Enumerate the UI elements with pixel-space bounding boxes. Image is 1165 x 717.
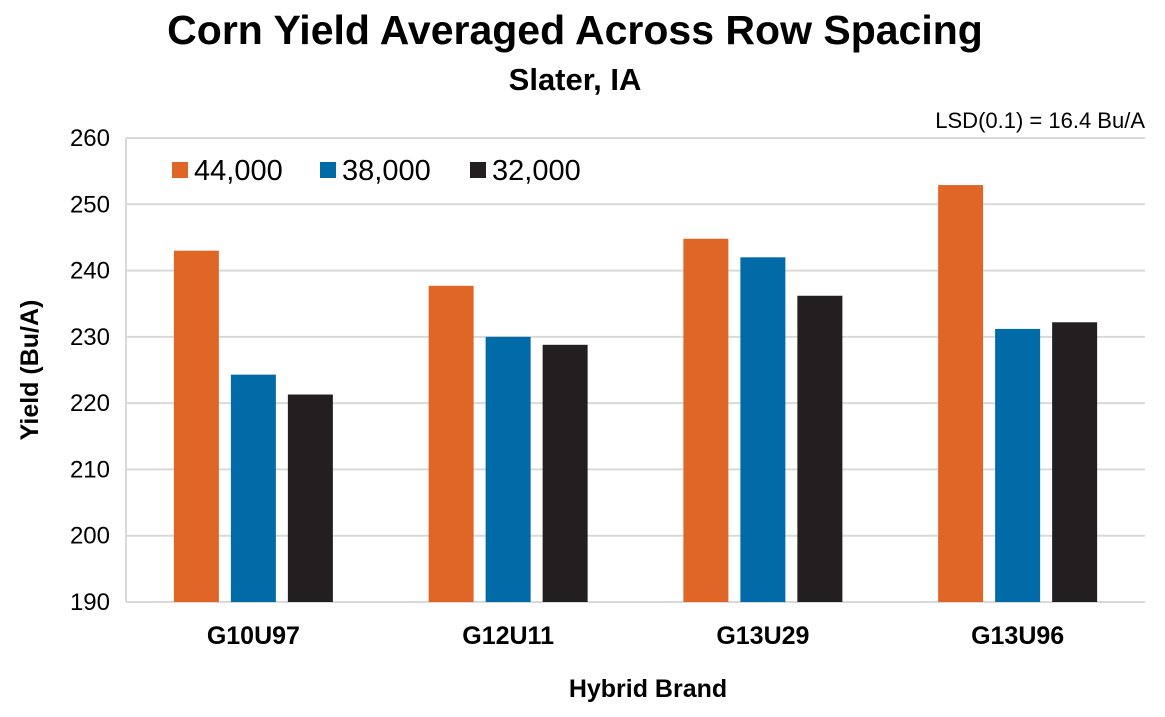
bar-G10U97-32,000 [287, 394, 333, 602]
legend-swatch [470, 162, 486, 178]
legend-label: 32,000 [492, 155, 581, 187]
bar-G10U97-38,000 [230, 374, 276, 602]
legend-label: 44,000 [194, 155, 283, 187]
lsd-annotation: LSD(0.1) = 16.4 Bu/A [935, 108, 1145, 133]
x-tick-label: G10U97 [207, 622, 300, 650]
bar-G12U11-32,000 [542, 344, 588, 602]
bar-G13U96-38,000 [995, 328, 1041, 602]
legend-label: 38,000 [342, 155, 431, 187]
legend-swatch [320, 162, 336, 178]
x-axis-label: Hybrid Brand [569, 675, 727, 703]
y-tick-label: 230 [70, 324, 110, 351]
y-tick-label: 260 [70, 125, 110, 152]
x-tick-label: G13U29 [716, 622, 809, 650]
y-tick-label: 220 [70, 390, 110, 417]
bar-G10U97-44,000 [173, 250, 219, 602]
y-tick-label: 190 [70, 589, 110, 616]
y-tick-label: 210 [70, 456, 110, 483]
y-tick-label: 200 [70, 523, 110, 550]
bar-G12U11-38,000 [485, 336, 531, 602]
x-tick-label: G13U96 [971, 622, 1064, 650]
bar-G13U96-44,000 [938, 185, 984, 602]
bar-G13U96-32,000 [1052, 322, 1098, 602]
y-tick-label: 240 [70, 258, 110, 285]
bar-G12U11-44,000 [428, 285, 474, 602]
bar-G13U29-32,000 [797, 295, 843, 602]
bar-G13U29-44,000 [683, 238, 729, 603]
chart-title: Corn Yield Averaged Across Row Spacing [167, 7, 983, 53]
legend-swatch [172, 162, 188, 178]
bar-G13U29-38,000 [740, 257, 786, 602]
x-tick-label: G12U11 [462, 622, 554, 650]
chart-subtitle: Slater, IA [509, 62, 642, 97]
y-axis-label: Yield (Bu/A) [16, 300, 44, 441]
y-tick-label: 250 [70, 191, 110, 218]
